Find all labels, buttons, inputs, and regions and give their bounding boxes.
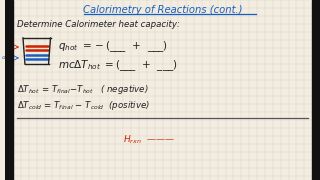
Text: $mc\Delta T_{hot}$ $=($___  +  ___$)$: $mc\Delta T_{hot}$ $=($___ + ___$)$ — [58, 59, 178, 73]
Bar — [5, 0, 13, 180]
Text: hot: hot — [4, 44, 14, 48]
Text: $\Delta T_{hot}$ = $T_{final}$$-T_{hot}$   ( negative): $\Delta T_{hot}$ = $T_{final}$$-T_{hot}$… — [17, 82, 149, 96]
Bar — [312, 0, 320, 180]
Text: $\Delta T_{cold}$ = $T_{final}$ − $T_{cold}$  (positive): $\Delta T_{cold}$ = $T_{final}$ − $T_{co… — [17, 98, 150, 111]
Text: $H_{rxn}$  ———: $H_{rxn}$ ——— — [123, 134, 175, 146]
Text: Determine Calorimeter heat capacity:: Determine Calorimeter heat capacity: — [17, 19, 180, 28]
Text: $q_{hot}$ $= -($___  +  ___$)$: $q_{hot}$ $= -($___ + ___$)$ — [58, 40, 168, 54]
Text: cold: cold — [2, 55, 14, 60]
Text: Calorimetry of Reactions (cont.): Calorimetry of Reactions (cont.) — [83, 5, 242, 15]
